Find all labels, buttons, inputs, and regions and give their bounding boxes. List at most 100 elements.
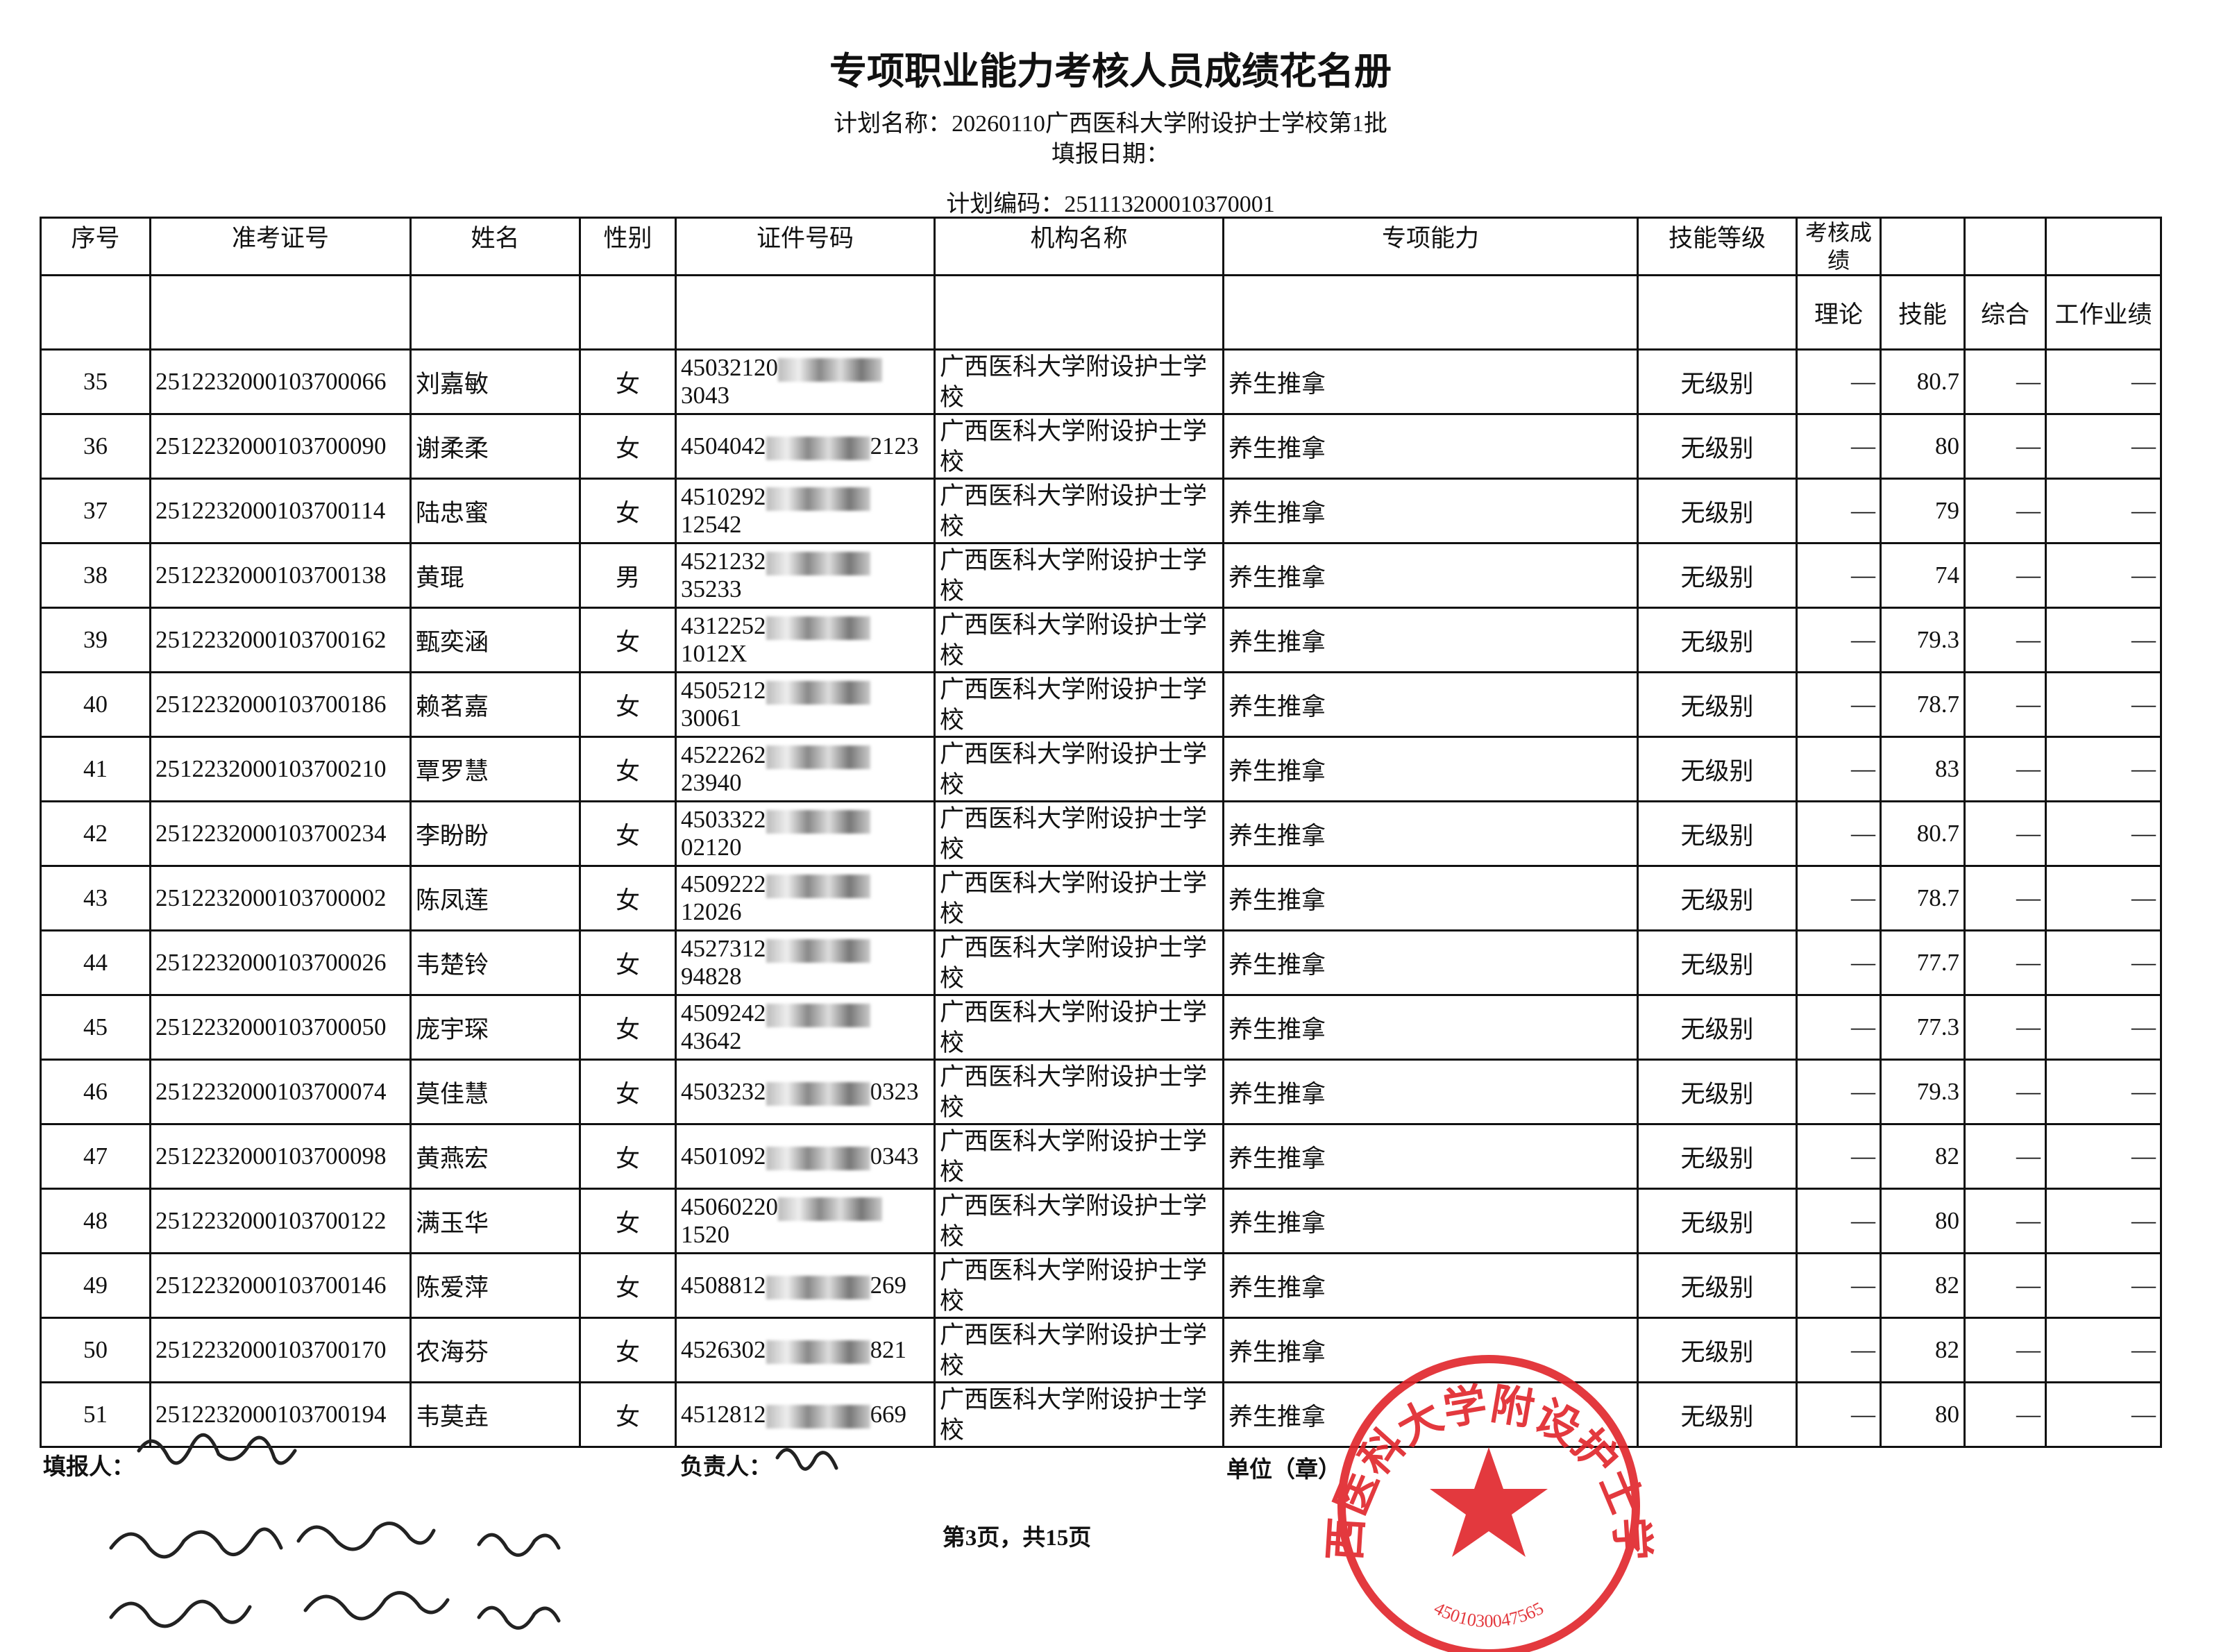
id-redaction xyxy=(766,551,870,575)
comprehensive: — xyxy=(1964,994,2047,1061)
theory: — xyxy=(1796,1059,1882,1125)
fill-date: 填报日期： xyxy=(1052,142,1169,167)
header-blank xyxy=(149,274,412,351)
column-header: 专项能力 xyxy=(1222,217,1639,276)
theory: — xyxy=(1796,994,1882,1061)
name: 黄琨 xyxy=(409,542,581,609)
table-row: 51 2512232000103700194 韦莫垚女 4512812 669 广西医科大… xyxy=(40,1381,2162,1448)
id-redaction xyxy=(766,809,870,834)
work-performance: — xyxy=(2045,1317,2162,1383)
skill-level: 无级别 xyxy=(1637,348,1798,415)
id-prefix: 4527312 xyxy=(681,935,766,962)
id-number: 452731294828 xyxy=(675,929,936,996)
exam-number: 2512232000103700170 xyxy=(149,1317,412,1383)
work-performance: — xyxy=(2045,607,2162,673)
theory: — xyxy=(1796,1252,1882,1319)
skill-level: 无级别 xyxy=(1637,1317,1798,1383)
header-blank xyxy=(1964,217,2047,276)
name: 赖茗嘉 xyxy=(409,671,581,738)
id-prefix: 45060220 xyxy=(681,1193,778,1220)
id-prefix: 4509222 xyxy=(681,870,766,897)
column-header: 技能等级 xyxy=(1637,217,1798,276)
institution: 广西医科大学附设护士学校 xyxy=(934,671,1224,738)
gender: 女 xyxy=(579,736,677,802)
page-number: 第3页，共15页 xyxy=(942,1526,1092,1551)
column-header: 考核成绩 xyxy=(1796,217,1882,276)
id-suffix: 30061 xyxy=(681,705,742,732)
id-redaction xyxy=(766,745,870,769)
id-number: 450922212026 xyxy=(675,865,936,932)
header-blank xyxy=(1880,217,1966,276)
specialty: 养生推拿 xyxy=(1222,1252,1639,1319)
name: 陆忠蜜 xyxy=(409,478,581,544)
seq: 50 xyxy=(40,1317,151,1383)
seq: 47 xyxy=(40,1123,151,1190)
table-row: 41 2512232000103700210 覃罗慧女 452226223940 广西医… xyxy=(40,736,2162,802)
work-performance: — xyxy=(2045,929,2162,996)
skill-level: 无级别 xyxy=(1637,994,1798,1061)
table-row: 35 2512232000103700066 刘嘉敏女 450321203043 广西医… xyxy=(40,348,2162,415)
skill-score: 83 xyxy=(1880,736,1966,802)
id-number: 450332202120 xyxy=(675,800,936,867)
work-performance: — xyxy=(2045,542,2162,609)
skill-level: 无级别 xyxy=(1637,736,1798,802)
id-number: 452123235233 xyxy=(675,542,936,609)
name: 甄奕涵 xyxy=(409,607,581,673)
id-suffix: 821 xyxy=(870,1336,907,1363)
institution: 广西医科大学附设护士学校 xyxy=(934,736,1224,802)
id-suffix: 269 xyxy=(870,1272,907,1299)
comprehensive: — xyxy=(1964,1123,2047,1190)
id-suffix: 669 xyxy=(870,1401,907,1428)
skill-level: 无级别 xyxy=(1637,1123,1798,1190)
theory: — xyxy=(1796,865,1882,932)
id-prefix: 4510292 xyxy=(681,483,766,510)
seq: 46 xyxy=(40,1059,151,1125)
skill-score: 77.3 xyxy=(1880,994,1966,1061)
skill-level: 无级别 xyxy=(1637,800,1798,867)
column-header: 姓名 xyxy=(409,217,581,276)
exam-number: 2512232000103700050 xyxy=(149,994,412,1061)
skill-score: 80.7 xyxy=(1880,348,1966,415)
id-redaction xyxy=(766,680,870,705)
table-row: 45 2512232000103700050 庞宇琛女 450924243642 广西医… xyxy=(40,994,2162,1061)
comprehensive: — xyxy=(1964,1188,2047,1254)
seq: 42 xyxy=(40,800,151,867)
work-performance: — xyxy=(2045,865,2162,932)
comprehensive: — xyxy=(1964,348,2047,415)
gender: 女 xyxy=(579,865,677,932)
filler-label: 填报人： xyxy=(43,1455,135,1480)
id-redaction xyxy=(766,1404,870,1428)
id-redaction xyxy=(766,1003,870,1027)
id-number: 43122521012X xyxy=(675,607,936,673)
unit-label: 单位（章） xyxy=(1226,1458,1341,1483)
skill-score: 78.7 xyxy=(1880,865,1966,932)
id-suffix: 3043 xyxy=(681,382,729,409)
theory: — xyxy=(1796,607,1882,673)
id-number: 4503232 0323 xyxy=(675,1059,936,1125)
seq: 36 xyxy=(40,413,151,480)
id-prefix: 4312252 xyxy=(681,612,766,639)
gender: 女 xyxy=(579,1123,677,1190)
work-performance: — xyxy=(2045,671,2162,738)
gender: 女 xyxy=(579,348,677,415)
theory: — xyxy=(1796,1381,1882,1448)
table-row: 42 2512232000103700234 李盼盼女 450332202120 广西医… xyxy=(40,800,2162,867)
skill-score: 80 xyxy=(1880,1188,1966,1254)
skill-level: 无级别 xyxy=(1637,1252,1798,1319)
id-prefix: 45032120 xyxy=(681,354,778,381)
work-performance: — xyxy=(2045,1123,2162,1190)
gender: 女 xyxy=(579,1381,677,1448)
specialty: 养生推拿 xyxy=(1222,348,1639,415)
id-number: 4508812 269 xyxy=(675,1252,936,1319)
id-number: 450521230061 xyxy=(675,671,936,738)
specialty: 养生推拿 xyxy=(1222,1317,1639,1383)
name: 刘嘉敏 xyxy=(409,348,581,415)
name: 黄燕宏 xyxy=(409,1123,581,1190)
institution: 广西医科大学附设护士学校 xyxy=(934,348,1224,415)
exam-number: 2512232000103700210 xyxy=(149,736,412,802)
specialty: 养生推拿 xyxy=(1222,1059,1639,1125)
id-prefix: 4504042 xyxy=(681,432,766,460)
id-prefix: 4522262 xyxy=(681,741,766,768)
id-number: 4512812 669 xyxy=(675,1381,936,1448)
name: 莫佳慧 xyxy=(409,1059,581,1125)
